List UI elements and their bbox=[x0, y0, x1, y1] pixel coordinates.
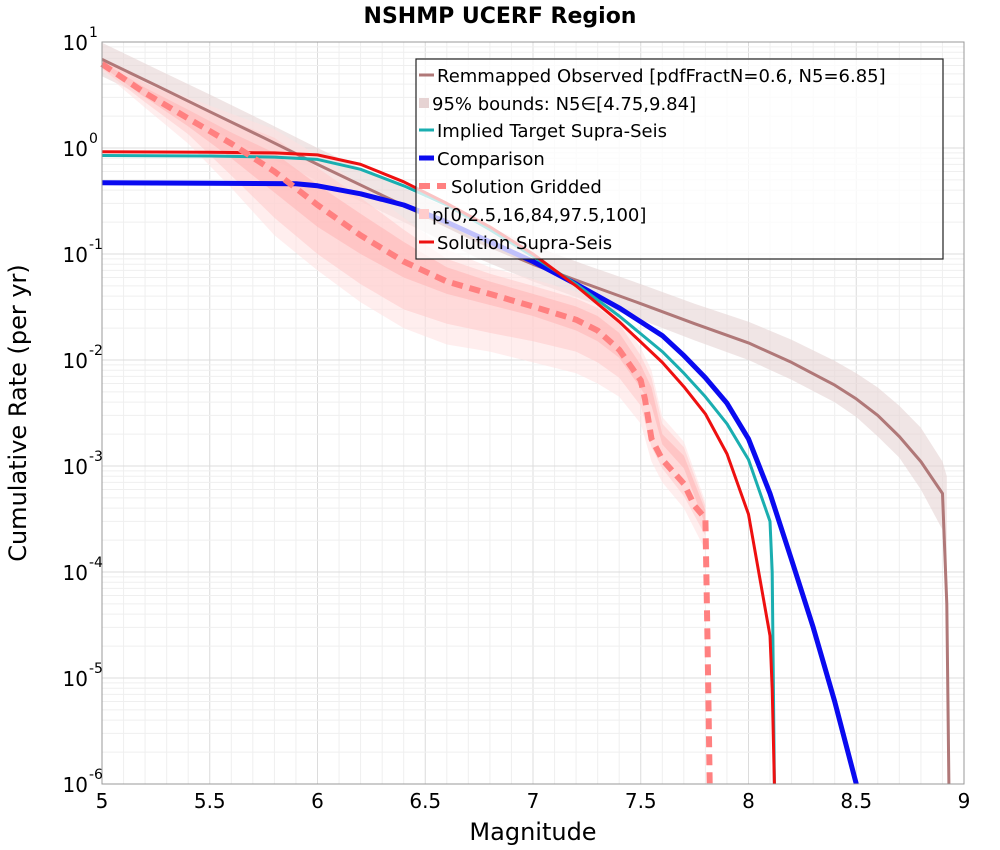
y-tick-label: 10 -1 bbox=[63, 237, 103, 267]
x-tick-label: 7 bbox=[527, 789, 540, 813]
legend-label: Solution Supra-Seis bbox=[437, 233, 612, 254]
y-tick-label: 10 -6 bbox=[63, 767, 104, 797]
observed-line bbox=[101, 58, 951, 785]
y-tick-base: 10 bbox=[63, 137, 88, 161]
legend-label: Solution Gridded bbox=[451, 177, 602, 198]
y-tick-exponent: -1 bbox=[89, 237, 103, 253]
legend-items: Remmapped Observed [pdfFractN=0.6, N5=6.… bbox=[419, 66, 886, 254]
y-tick-base: 10 bbox=[63, 561, 88, 585]
x-tick-label: 5.5 bbox=[194, 789, 226, 813]
legend-entry: p[0,2.5,16,84,97.5,100] bbox=[419, 205, 646, 226]
y-tick-exponent: -6 bbox=[89, 767, 103, 783]
y-tick-exponent: -4 bbox=[89, 555, 103, 571]
y-tick-base: 10 bbox=[63, 349, 88, 373]
gridded-band-16-84 bbox=[102, 61, 706, 525]
solution-supra-seis-line bbox=[101, 150, 776, 785]
legend-swatch bbox=[419, 209, 429, 219]
legend-label: 95% bounds: N5∈[4.75,9.84] bbox=[432, 94, 696, 115]
y-tick-exponent: -3 bbox=[89, 449, 103, 465]
legend-label: Implied Target Supra-Seis bbox=[437, 121, 667, 142]
x-tick-label: 7.5 bbox=[625, 789, 657, 813]
x-tick-label: 5 bbox=[96, 789, 109, 813]
y-tick-base: 10 bbox=[63, 243, 88, 267]
x-tick-label: 9 bbox=[958, 789, 971, 813]
legend-entry: Remmapped Observed [pdfFractN=0.6, N5=6.… bbox=[419, 66, 886, 87]
legend-entry: 95% bounds: N5∈[4.75,9.84] bbox=[419, 94, 696, 115]
chart-title: NSHMP UCERF Region bbox=[364, 4, 637, 29]
y-tick-base: 10 bbox=[63, 455, 88, 479]
y-axis-label: Cumulative Rate (per yr) bbox=[4, 264, 32, 562]
legend-entry: Implied Target Supra-Seis bbox=[419, 121, 667, 142]
legend-entry: Solution Gridded bbox=[419, 177, 602, 198]
x-tick-label: 8.5 bbox=[840, 789, 872, 813]
solution-gridded-line bbox=[100, 61, 713, 785]
x-axis-label: Magnitude bbox=[469, 818, 596, 846]
gridded-band-2.5-97.5 bbox=[102, 59, 706, 536]
x-tick-label: 6 bbox=[311, 789, 324, 813]
y-tick-exponent: -2 bbox=[89, 343, 103, 359]
y-tick-label: 10 1 bbox=[63, 25, 98, 55]
y-tick-label: 10 0 bbox=[63, 131, 98, 161]
legend-label: p[0,2.5,16,84,97.5,100] bbox=[432, 205, 646, 226]
comparison-line bbox=[101, 180, 859, 785]
y-tick-exponent: -5 bbox=[89, 661, 103, 677]
legend-entry: Solution Supra-Seis bbox=[419, 233, 612, 254]
legend-label: Remmapped Observed [pdfFractN=0.6, N5=6.… bbox=[437, 66, 886, 87]
y-tick-exponent: 1 bbox=[89, 25, 98, 41]
legend-box bbox=[415, 58, 944, 260]
legend-entry: Comparison bbox=[419, 149, 545, 170]
y-tick-label: 10 -4 bbox=[63, 555, 104, 585]
legend: Remmapped Observed [pdfFractN=0.6, N5=6.… bbox=[415, 58, 944, 260]
y-tick-base: 10 bbox=[63, 31, 88, 55]
y-tick-label: 10 -3 bbox=[63, 449, 103, 479]
series-layer bbox=[100, 58, 951, 785]
legend-swatch bbox=[419, 98, 429, 108]
legend-label: Comparison bbox=[437, 149, 545, 170]
y-tick-label: 10 -2 bbox=[63, 343, 103, 373]
x-tick-label: 6.5 bbox=[409, 789, 441, 813]
y-tick-label: 10 -5 bbox=[63, 661, 103, 691]
y-tick-base: 10 bbox=[63, 667, 88, 691]
y-tick-base: 10 bbox=[63, 773, 88, 797]
y-tick-exponent: 0 bbox=[89, 131, 98, 147]
x-tick-label: 8 bbox=[742, 789, 755, 813]
tick-layer: 5 5.5 6 6.5 7 7.5 8 8.5 910-610-510-410-310 -210-… bbox=[63, 25, 971, 813]
plot-frame bbox=[101, 41, 965, 785]
